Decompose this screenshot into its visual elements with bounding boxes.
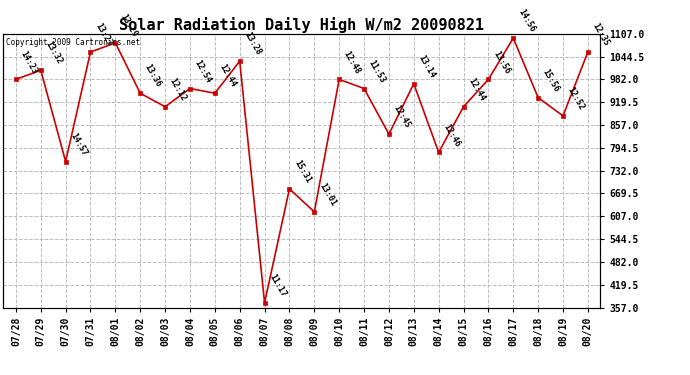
Text: 12:46: 12:46 [442,122,462,148]
Text: 13:14: 13:14 [417,54,437,80]
Text: 12:48: 12:48 [342,49,362,75]
Text: 14:56: 14:56 [516,8,536,34]
Text: 12:44: 12:44 [466,76,486,103]
Text: 13:29: 13:29 [118,12,139,39]
Text: 15:56: 15:56 [541,67,561,93]
Text: 14:57: 14:57 [68,131,89,158]
Text: 12:12: 12:12 [168,76,188,103]
Text: 12:54: 12:54 [193,58,213,84]
Text: 13:28: 13:28 [242,31,263,57]
Title: Solar Radiation Daily High W/m2 20090821: Solar Radiation Daily High W/m2 20090821 [119,16,484,33]
Text: 11:17: 11:17 [267,273,288,298]
Text: 13:56: 13:56 [491,49,511,75]
Text: 12:44: 12:44 [217,63,238,89]
Text: 15:31: 15:31 [293,159,313,185]
Text: 13:01: 13:01 [317,182,337,208]
Text: 11:53: 11:53 [367,58,387,84]
Text: 14:23: 14:23 [19,49,39,75]
Text: 12:35: 12:35 [591,22,611,48]
Text: Copyright 2009 Cartronics.net: Copyright 2009 Cartronics.net [6,38,141,47]
Text: 12:52: 12:52 [566,86,586,112]
Text: 13:32: 13:32 [43,40,64,66]
Text: 13:36: 13:36 [143,63,164,89]
Text: 13:27: 13:27 [93,22,114,48]
Text: 12:45: 12:45 [392,104,412,130]
